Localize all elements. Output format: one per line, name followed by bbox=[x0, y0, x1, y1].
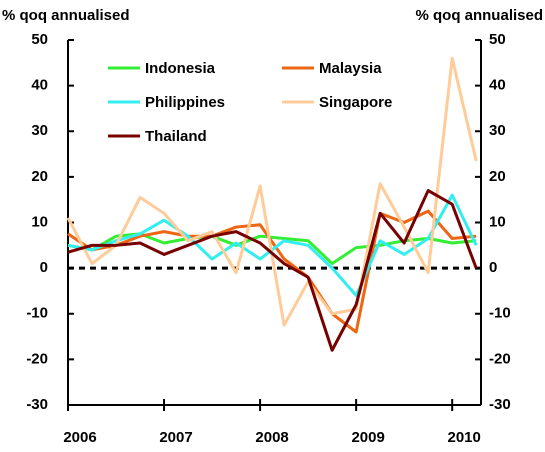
y-tick-label: 30 bbox=[31, 122, 48, 139]
y-tick-label: 40 bbox=[31, 77, 48, 94]
y2-tick-label: 40 bbox=[489, 77, 506, 94]
legend-label: Indonesia bbox=[145, 60, 216, 77]
legend-label: Thailand bbox=[145, 128, 207, 145]
y-tick-label: 20 bbox=[31, 168, 48, 185]
y-tick-label: 0 bbox=[40, 259, 48, 276]
y2-tick-label: 30 bbox=[489, 122, 506, 139]
y2-tick-label: -30 bbox=[489, 396, 511, 413]
y-axis-label: % qoq annualised bbox=[2, 7, 130, 24]
x-tick-label: 2008 bbox=[255, 429, 288, 446]
y2-tick-label: 50 bbox=[489, 31, 506, 48]
series-line bbox=[66, 56, 478, 327]
y-tick-label: 10 bbox=[31, 213, 48, 230]
x-tick-label: 2009 bbox=[351, 429, 384, 446]
y-tick-label: 50 bbox=[31, 31, 48, 48]
y2-tick-label: -10 bbox=[489, 305, 511, 322]
x-tick-label: 2010 bbox=[447, 429, 480, 446]
legend-label: Philippines bbox=[145, 94, 225, 111]
y2-tick-label: 10 bbox=[489, 213, 506, 230]
y2-tick-label: 20 bbox=[489, 168, 506, 185]
y2-tick-label: -20 bbox=[489, 350, 511, 367]
y2-tick-label: 0 bbox=[489, 259, 497, 276]
y-tick-label: -20 bbox=[26, 350, 48, 367]
x-tick-label: 2007 bbox=[159, 429, 192, 446]
y-tick-label: -30 bbox=[26, 396, 48, 413]
series-line bbox=[67, 189, 478, 352]
legend-label: Singapore bbox=[319, 94, 392, 111]
y2-axis-label: % qoq annualised bbox=[415, 7, 543, 24]
y-tick-label: -10 bbox=[26, 305, 48, 322]
legend-label: Malaysia bbox=[319, 60, 382, 77]
series-line bbox=[67, 209, 477, 334]
x-tick-label: 2006 bbox=[63, 429, 96, 446]
